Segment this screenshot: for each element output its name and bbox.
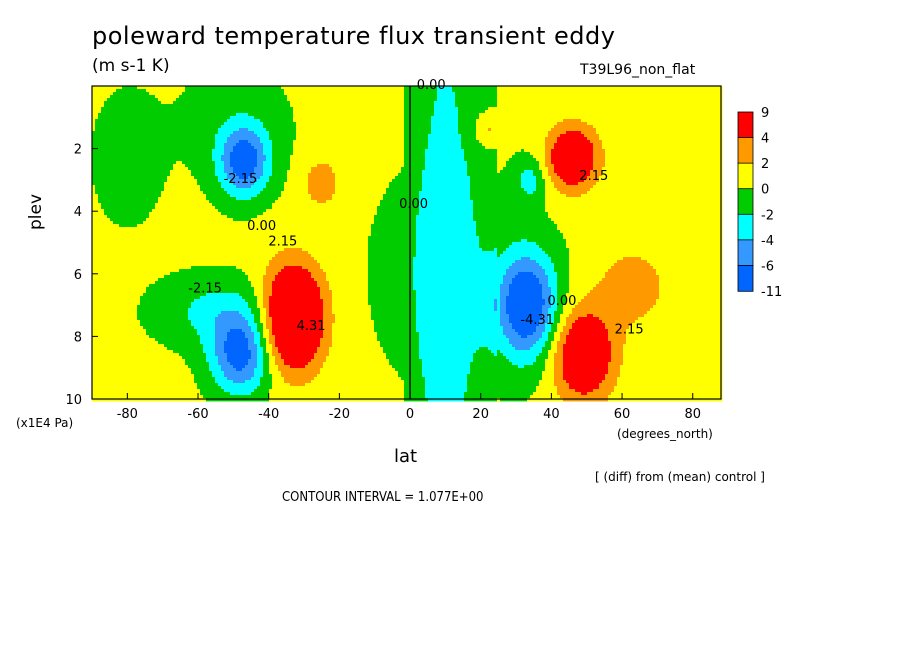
colorbar-label: 2 — [761, 157, 769, 172]
x-tick-label: 20 — [472, 407, 489, 422]
colorbar-swatch — [737, 239, 754, 267]
contour-label: 0.00 — [247, 219, 276, 234]
x-axis-units: (degrees_north) — [617, 427, 713, 441]
diff-note: [ (diff) from (mean) control ] — [595, 470, 765, 484]
contour-label: 0.00 — [548, 294, 577, 309]
contour-label: 4.31 — [297, 319, 326, 334]
contour-label: 2.15 — [268, 235, 297, 250]
colorbar-label: 9 — [761, 106, 769, 121]
contour-interval: CONTOUR INTERVAL = 1.077E+00 — [282, 490, 483, 505]
colorbar-label: -6 — [761, 259, 774, 274]
y-tick-label: 10 — [65, 393, 82, 408]
contour-label: 2.15 — [615, 322, 644, 337]
contour-label: 0.00 — [417, 78, 446, 93]
colorbar-swatch — [737, 188, 754, 215]
colorbar-label: -11 — [761, 285, 782, 300]
y-tick-label: 4 — [74, 205, 82, 220]
contour-label: -2.15 — [188, 282, 222, 297]
contour-label: 0.00 — [399, 197, 428, 212]
chart-title: poleward temperature flux transient eddy — [92, 22, 615, 50]
colorbar-swatch — [737, 265, 754, 292]
plot-frame — [91, 85, 722, 400]
contour-label: 2.15 — [579, 169, 608, 184]
y-tick-label: 8 — [74, 330, 82, 345]
chart-units: (m s-1 K) — [92, 56, 170, 76]
y-axis-units: (x1E4 Pa) — [16, 416, 73, 430]
y-tick-label: 6 — [74, 268, 82, 283]
colorbar-label: 0 — [761, 183, 769, 198]
x-tick-label: -80 — [117, 407, 138, 422]
x-tick-label: 0 — [406, 407, 414, 422]
contour-label: -4.31 — [520, 313, 554, 328]
colorbar-swatch — [737, 137, 754, 164]
x-tick-label: 80 — [684, 407, 701, 422]
x-tick-label: 60 — [614, 407, 631, 422]
colorbar-label: -4 — [761, 234, 774, 249]
contour-label: -2.15 — [224, 172, 258, 187]
x-tick-label: 40 — [543, 407, 560, 422]
y-tick-label: 2 — [74, 143, 82, 158]
x-axis-label: lat — [394, 446, 417, 467]
x-tick-label: -60 — [187, 407, 208, 422]
colorbar-label: 4 — [761, 132, 769, 147]
colorbar-label: -2 — [761, 208, 774, 223]
colorbar-swatch — [737, 162, 754, 190]
filled-contours — [92, 86, 723, 402]
experiment-label: T39L96_non_flat — [580, 62, 695, 78]
x-tick-label: -40 — [258, 407, 279, 422]
colorbar-swatch — [737, 213, 754, 241]
colorbar-swatch — [737, 111, 754, 139]
x-tick-label: -20 — [329, 407, 350, 422]
